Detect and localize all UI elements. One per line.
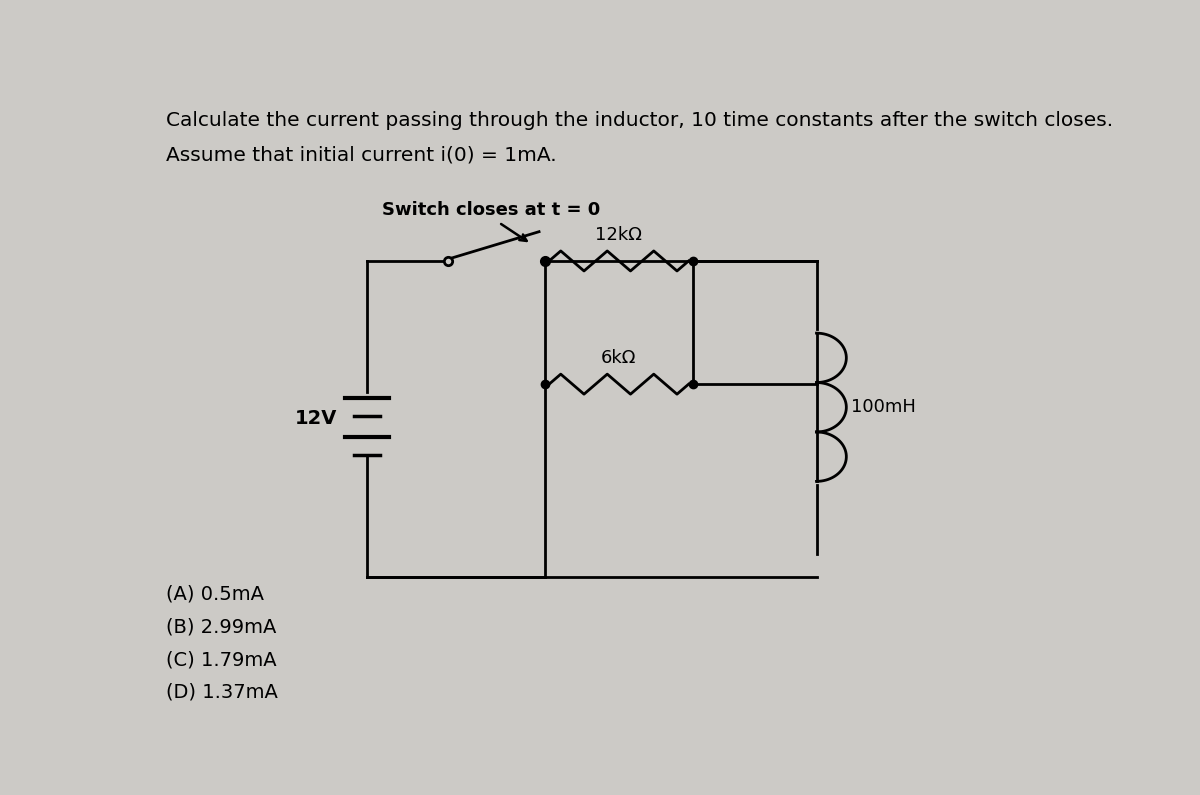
Text: (D) 1.37mA: (D) 1.37mA <box>166 682 277 701</box>
Text: (C) 1.79mA: (C) 1.79mA <box>166 650 276 669</box>
Text: Assume that initial current i(0) = 1mA.: Assume that initial current i(0) = 1mA. <box>166 145 556 165</box>
Text: Calculate the current passing through the inductor, 10 time constants after the : Calculate the current passing through th… <box>166 111 1112 130</box>
Text: 6kΩ: 6kΩ <box>601 349 636 367</box>
Text: 100mH: 100mH <box>851 398 916 417</box>
Text: 12kΩ: 12kΩ <box>595 226 642 244</box>
Text: (A) 0.5mA: (A) 0.5mA <box>166 584 264 603</box>
Text: (B) 2.99mA: (B) 2.99mA <box>166 618 276 637</box>
Text: 12V: 12V <box>295 409 337 429</box>
Text: Switch closes at t = 0: Switch closes at t = 0 <box>383 200 601 219</box>
